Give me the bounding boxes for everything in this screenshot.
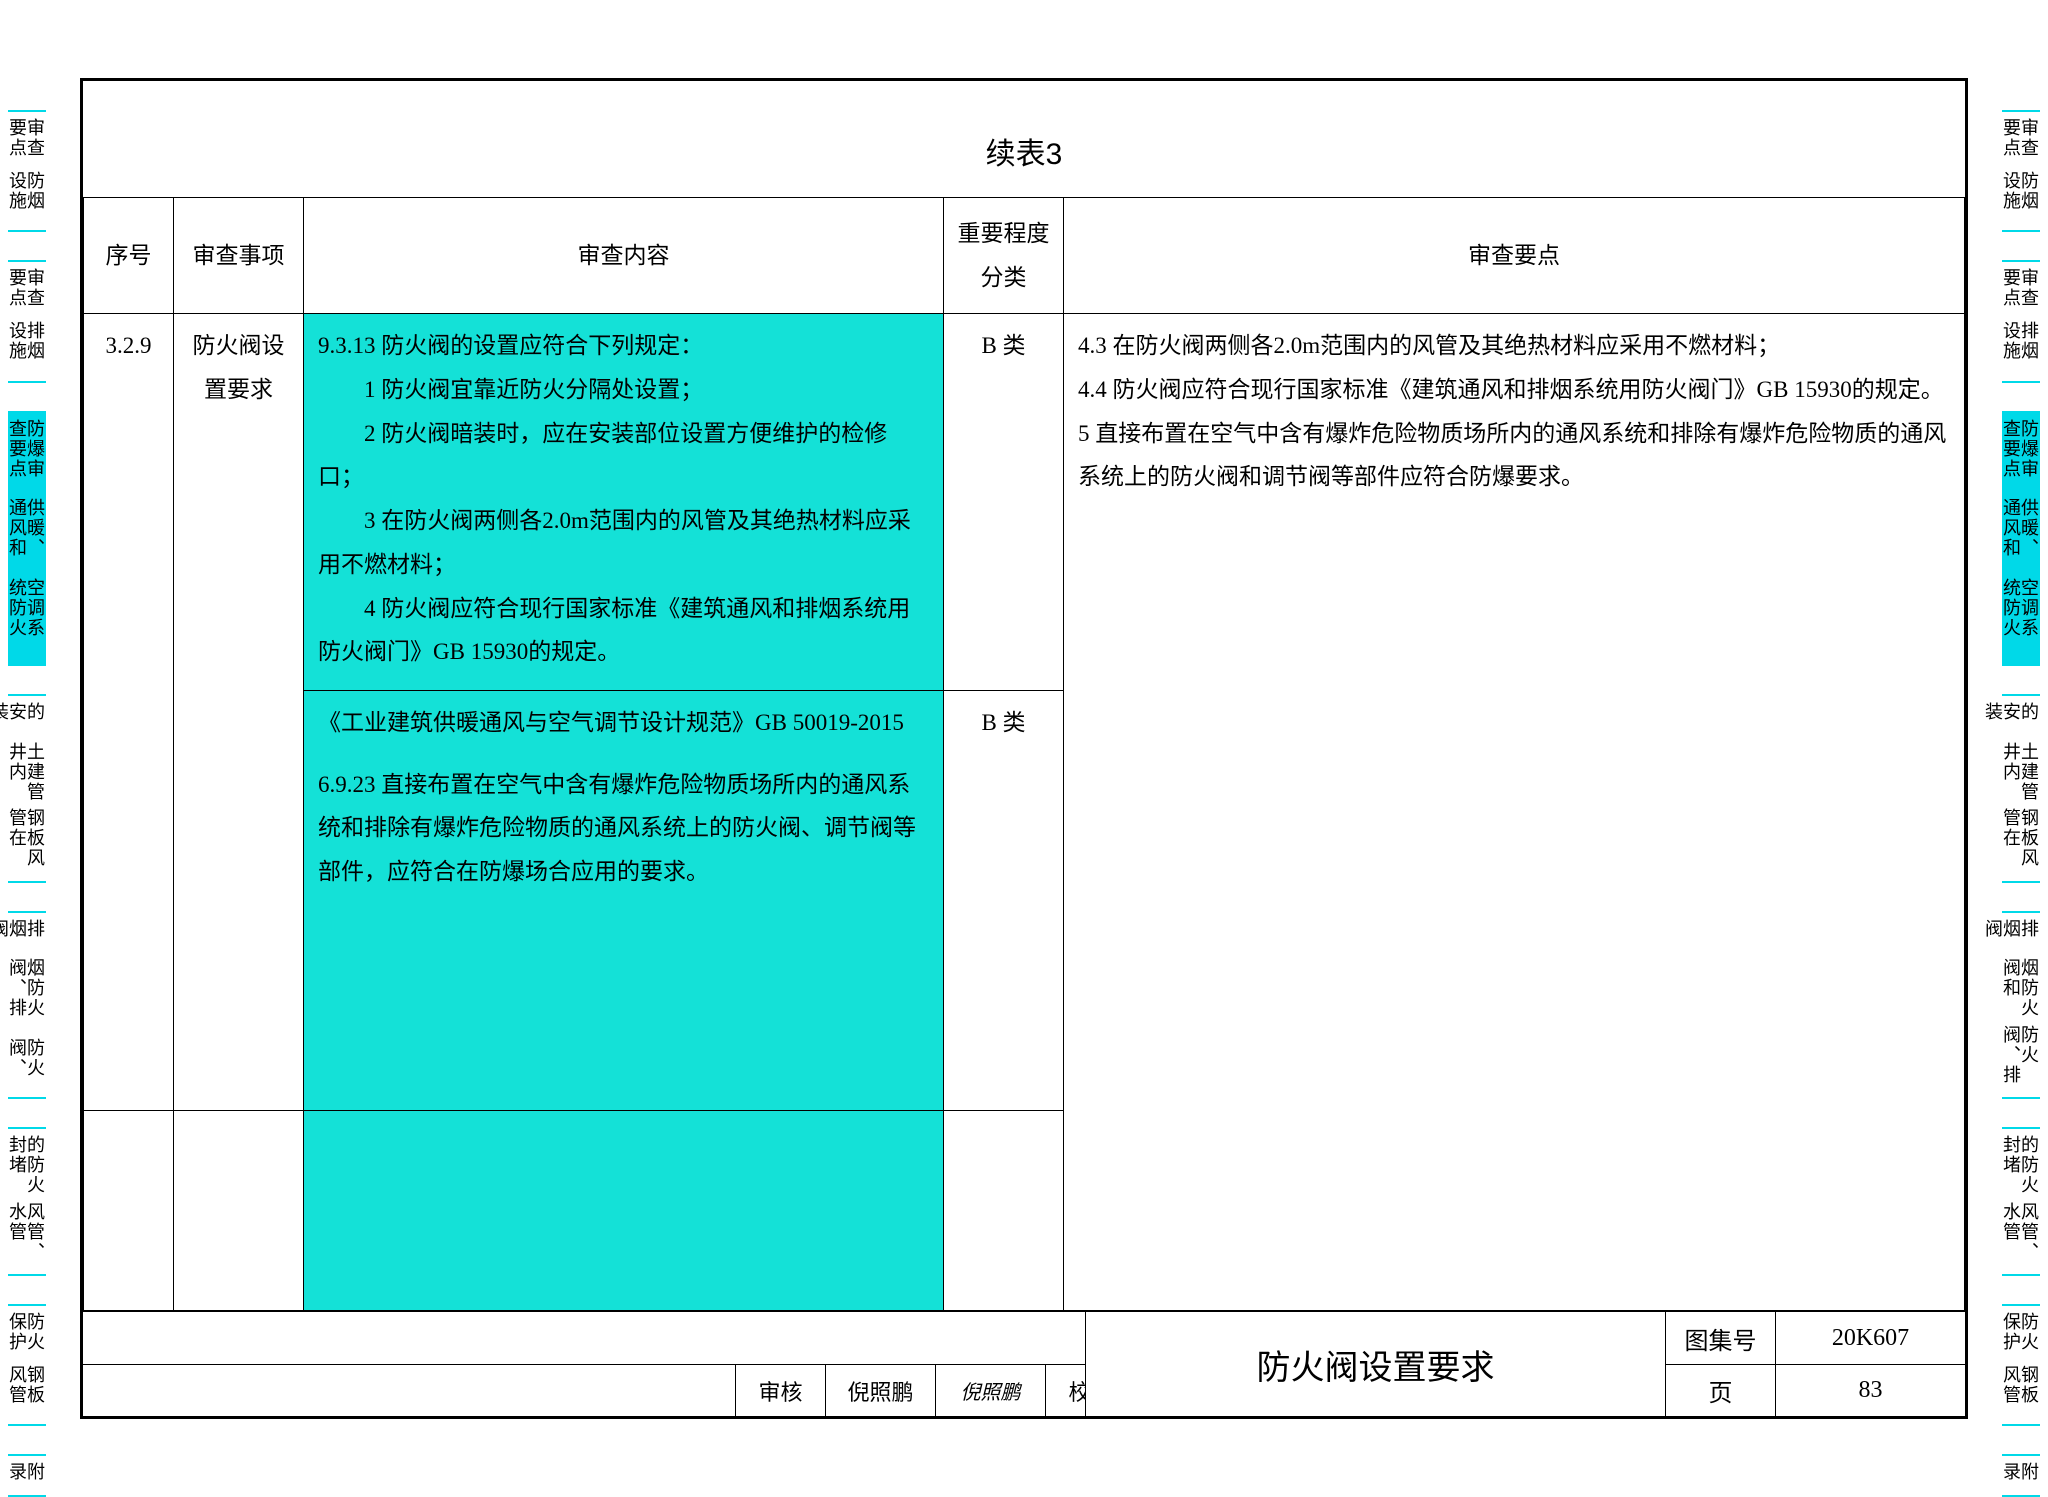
side-tab[interactable]: 的安装土建管井内钢板风管在 [2002,694,2040,881]
side-tab[interactable]: 防爆审查要点供暖、通风和空调系统防火 [2002,411,2040,664]
side-tab[interactable]: 的防火封堵风管、水管 [2002,1127,2040,1274]
side-tab[interactable]: 附录 [2002,1454,2040,1495]
footer-spacer [83,1364,735,1416]
left-side-tabs: 审查要点防烟设施审查要点排烟设施防爆审查要点供暖、通风和空调系统防火的安装土建管… [8,0,46,1497]
hdr-content: 审查内容 [304,198,944,314]
table-header-row: 序号 审查事项 审查内容 重要程度分类 审查要点 [84,198,1965,314]
cell-seq: 3.2.9 [84,314,174,1111]
side-tab[interactable]: 审查要点排烟设施 [2002,260,2040,380]
cell-level-1: B 类 [944,314,1064,691]
atlas-value: 20K607 [1775,1312,1965,1364]
drawing-frame: 续表3 序号 审查事项 审查内容 重要程度分类 审查要点 3.2.9 防火阀设置… [80,78,1968,1419]
side-tab[interactable]: 审查要点防烟设施 [8,110,46,230]
cell-content-2: 《工业建筑供暖通风与空气调节设计规范》GB 50019-20156.9.23 直… [304,691,944,1111]
hdr-points: 审查要点 [1064,198,1965,314]
hdr-level: 重要程度分类 [944,198,1064,314]
side-tab[interactable]: 排烟阀烟防火阀和防火阀、排 [2002,911,2040,1098]
side-tab[interactable]: 防爆审查要点供暖、通风和空调系统防火 [8,411,46,664]
side-tab[interactable]: 附录 [8,1454,46,1495]
side-tab[interactable]: 审查要点防烟设施 [2002,110,2040,230]
atlas-label: 图集号 [1665,1312,1775,1364]
cell-content-1: 9.3.13 防火阀的设置应符合下列规定： 1 防火阀宜靠近防火分隔处设置； 2… [304,314,944,691]
page-label: 页 [1665,1364,1775,1416]
side-tab[interactable]: 防火保护钢板风管 [8,1304,46,1424]
page-value: 83 [1775,1364,1965,1416]
review-label: 审核 [735,1364,825,1416]
side-tab[interactable]: 排烟阀烟防火阀、排防火阀、 [8,911,46,1098]
table-row: 3.2.9 防火阀设置要求 9.3.13 防火阀的设置应符合下列规定： 1 防火… [84,314,1965,691]
cell-level-2: B 类 [944,691,1064,1111]
drawing-title: 防火阀设置要求 [1085,1312,1665,1416]
cell-points: 4.3 在防火阀两侧各2.0m范围内的风管及其绝热材料应采用不燃材料；4.4 防… [1064,314,1965,1111]
review-table: 序号 审查事项 审查内容 重要程度分类 审查要点 3.2.9 防火阀设置要求 9… [83,197,1965,1311]
side-tab[interactable]: 审查要点排烟设施 [8,260,46,380]
side-tab[interactable]: 的安装土建管井内钢板风管在 [8,694,46,881]
table-filler-row [84,1111,1965,1311]
cell-item: 防火阀设置要求 [174,314,304,1111]
continuation-title: 续表3 [83,81,1965,197]
side-tab[interactable]: 防火保护钢板风管 [2002,1304,2040,1424]
side-tab[interactable]: 的防火封堵风管、水管 [8,1127,46,1274]
review-sig: 倪照鹏 [935,1364,1045,1416]
hdr-seq: 序号 [84,198,174,314]
hdr-item: 审查事项 [174,198,304,314]
right-side-tabs: 审查要点防烟设施审查要点排烟设施防爆审查要点供暖、通风和空调系统防火的安装土建管… [2002,0,2040,1497]
title-block: 防火阀设置要求 图集号 20K607 审核 倪照鹏 倪照鹏 校对 张兢 张兢 设… [83,1311,1965,1416]
review-name: 倪照鹏 [825,1364,935,1416]
footer-spacer [83,1312,1085,1364]
